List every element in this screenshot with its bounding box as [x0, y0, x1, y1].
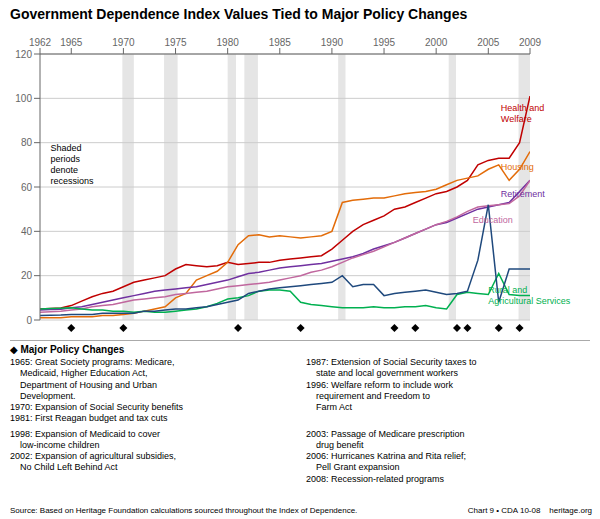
svg-text:1990: 1990: [321, 37, 344, 48]
svg-text:2005: 2005: [477, 37, 500, 48]
svg-text:100: 100: [15, 93, 32, 104]
svg-text:1975: 1975: [164, 37, 187, 48]
html-text:◆ Major Policy Changes: ◆ Major Policy Changes: [10, 344, 125, 355]
html-text:Chart 9 • CDA 10-08 heritage.o: Chart 9 • CDA 10-08 heritage.org: [467, 506, 592, 515]
html-text:Government Dependence Index Va: Government Dependence Index Values Tied …: [10, 6, 468, 22]
html-text:2003: Passage of Medicare pres: 2003: Passage of Medicare prescription d…: [306, 428, 467, 484]
svg-text:1965: 1965: [60, 37, 83, 48]
svg-text:1980: 1980: [217, 37, 240, 48]
svg-text:1985: 1985: [269, 37, 292, 48]
html-text:1998: Expansion of Medicaid to: 1998: Expansion of Medicaid to cover low…: [10, 428, 177, 473]
svg-text:Health andWelfare: Health andWelfare: [501, 103, 545, 124]
html-text:1965: Great Society programs:: 1965: Great Society programs: Medicare, …: [10, 357, 184, 424]
svg-text:1995: 1995: [373, 37, 396, 48]
svg-text:40: 40: [21, 226, 33, 237]
svg-text:1962: 1962: [29, 37, 52, 48]
svg-text:Shadedperiodsdenoterecessions: Shadedperiodsdenoterecessions: [50, 143, 94, 186]
svg-text:1970: 1970: [112, 37, 135, 48]
svg-text:120: 120: [15, 49, 32, 60]
svg-text:0: 0: [26, 315, 32, 326]
html-text:Source: Based on Heritage Foun: Source: Based on Heritage Foundation cal…: [10, 506, 358, 515]
svg-text:Rural andAgricultural Services: Rural andAgricultural Services: [488, 285, 571, 306]
svg-text:Education: Education: [473, 215, 513, 225]
svg-text:Housing: Housing: [501, 162, 534, 172]
svg-text:2000: 2000: [425, 37, 448, 48]
svg-text:Retirement: Retirement: [501, 189, 546, 199]
svg-text:20: 20: [21, 270, 33, 281]
svg-text:80: 80: [21, 137, 33, 148]
svg-text:60: 60: [21, 182, 33, 193]
html-text:1987: Extension of Social Secu: 1987: Extension of Social Security taxes…: [306, 357, 477, 412]
svg-text:2009: 2009: [519, 37, 542, 48]
